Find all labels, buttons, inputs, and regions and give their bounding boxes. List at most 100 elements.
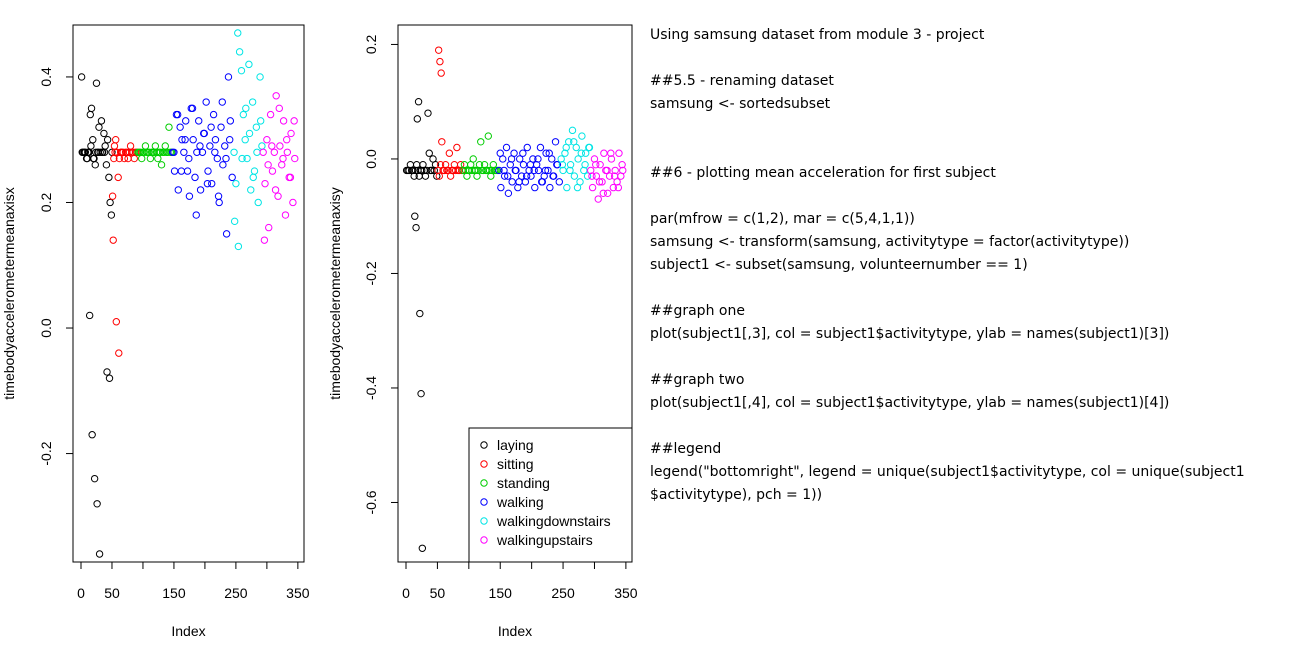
data-point-walking [198, 148, 207, 156]
data-point-walkingupstairs [274, 192, 282, 200]
y-tick-label: -0.2 [38, 441, 54, 465]
data-point-laying [411, 212, 419, 220]
code-line: plot(subject1[,3], col = subject1$activi… [650, 326, 1170, 342]
data-point-walkingdownstairs [570, 138, 578, 146]
y-tick-label: -0.2 [363, 261, 379, 285]
data-point-walking [515, 178, 523, 186]
data-point-walking [195, 117, 203, 125]
data-point-laying [90, 474, 99, 483]
data-point-walkingupstairs [268, 167, 277, 175]
data-point-walking [181, 136, 189, 144]
data-point-sitting [436, 57, 444, 66]
data-point-walkingdownstairs [230, 148, 238, 156]
data-point-laying [102, 161, 111, 169]
data-point-laying [77, 73, 86, 81]
x-tick-label: 350 [286, 585, 310, 601]
data-point-walkingdownstairs [570, 172, 579, 180]
data-point-sitting [112, 318, 121, 326]
data-point-sitting [438, 138, 446, 146]
data-point-walkingupstairs [286, 173, 295, 182]
code-listing: Using samsung dataset from module 3 - pr… [650, 24, 1300, 507]
data-point-walkingdownstairs [583, 172, 592, 180]
data-point-walking [177, 167, 186, 175]
data-point-walking [536, 143, 545, 152]
data-point-laying [94, 148, 103, 156]
data-point-walkingupstairs [283, 148, 292, 156]
data-point-walkingdownstairs [238, 154, 246, 163]
data-point-walkingupstairs [268, 142, 276, 150]
data-point-standing [484, 132, 492, 140]
code-line [650, 346, 1300, 369]
plots-area: 0 50 150 250 350 -0.2 0.0 0.2 0.4 Index timebodyac… [0, 0, 640, 654]
data-point-sitting [445, 149, 454, 157]
data-point-laying [87, 142, 95, 150]
data-point-sitting [435, 172, 443, 180]
data-point-walking [221, 142, 229, 150]
y-tick-label: -0.4 [363, 376, 379, 400]
data-point-sitting [126, 142, 135, 150]
data-point-laying [95, 550, 104, 558]
data-point-walking [526, 160, 535, 169]
data-point-walkingupstairs [599, 189, 607, 198]
data-point-walkingupstairs [614, 183, 623, 192]
data-point-walkingdownstairs [258, 142, 266, 150]
data-point-walking [496, 149, 504, 157]
data-point-standing [154, 154, 162, 163]
code-comment-line: ##6 - plotting mean acceleration for fir… [650, 165, 996, 181]
data-point-walking [173, 110, 182, 119]
data-point-laying [92, 148, 100, 156]
data-point-walking [549, 172, 557, 180]
data-point-walking [174, 186, 182, 194]
y-tick-label: 0.4 [38, 67, 54, 87]
code-line: par(mfrow = c(1,2), mar = c(5,4,1,1)) [650, 211, 915, 227]
data-point-laying [418, 544, 427, 552]
data-point-walkingupstairs [607, 149, 615, 157]
data-point-walking [182, 117, 190, 125]
data-point-laying [413, 115, 422, 123]
data-point-walkingupstairs [278, 161, 286, 169]
plot-frame [72, 24, 305, 563]
y-axis-label: timebodyaccelerometermeanaxisx [1, 187, 17, 399]
x-tick-label: 0 [77, 585, 85, 601]
data-point-walkingdownstairs [585, 143, 593, 152]
data-point-walkingupstairs [259, 148, 267, 156]
data-point-walkingdownstairs [234, 29, 242, 37]
data-point-walking [553, 160, 561, 169]
data-point-walking [544, 166, 552, 175]
data-point-walking [209, 110, 218, 119]
data-point-walking [534, 166, 543, 175]
data-point-walkingupstairs [290, 117, 298, 125]
legend-marker-walking [480, 498, 488, 506]
data-point-walking [508, 178, 516, 186]
data-point-walkingdownstairs [574, 155, 582, 163]
data-point-laying [89, 154, 98, 163]
data-point-walking [202, 98, 210, 106]
data-point-walking [211, 136, 220, 144]
data-point-walkingdownstairs [249, 173, 257, 182]
data-point-walkingdownstairs [563, 183, 571, 192]
data-point-walking [555, 178, 563, 186]
legend-label-laying: laying [497, 437, 534, 453]
data-point-walkingupstairs [265, 223, 273, 232]
data-point-walkingdownstairs [243, 154, 251, 163]
data-point-laying [105, 173, 113, 182]
data-point-walking [507, 155, 516, 163]
data-point-walking [504, 189, 513, 198]
data-point-walkingupstairs [275, 104, 283, 113]
data-point-walkingupstairs [592, 172, 601, 180]
data-point-walking [530, 166, 538, 175]
legend-marker-laying [480, 441, 488, 449]
y-axis-label: timebodyaccelerometermeanaxisy [327, 187, 343, 399]
data-point-walkingdownstairs [566, 166, 574, 175]
data-point-walkingupstairs [291, 154, 299, 163]
data-point-laying [85, 311, 94, 320]
data-point-walking [502, 143, 511, 152]
data-point-walkingdownstairs [234, 242, 243, 251]
x-tick-label: 350 [614, 585, 638, 601]
data-point-standing [493, 166, 501, 175]
legend-marker-standing [480, 479, 488, 487]
legend-label-walkingupstairs: walkingupstairs [496, 532, 593, 548]
data-point-walkingupstairs [595, 178, 604, 186]
data-point-walking [224, 73, 233, 81]
code-line [650, 139, 1300, 162]
